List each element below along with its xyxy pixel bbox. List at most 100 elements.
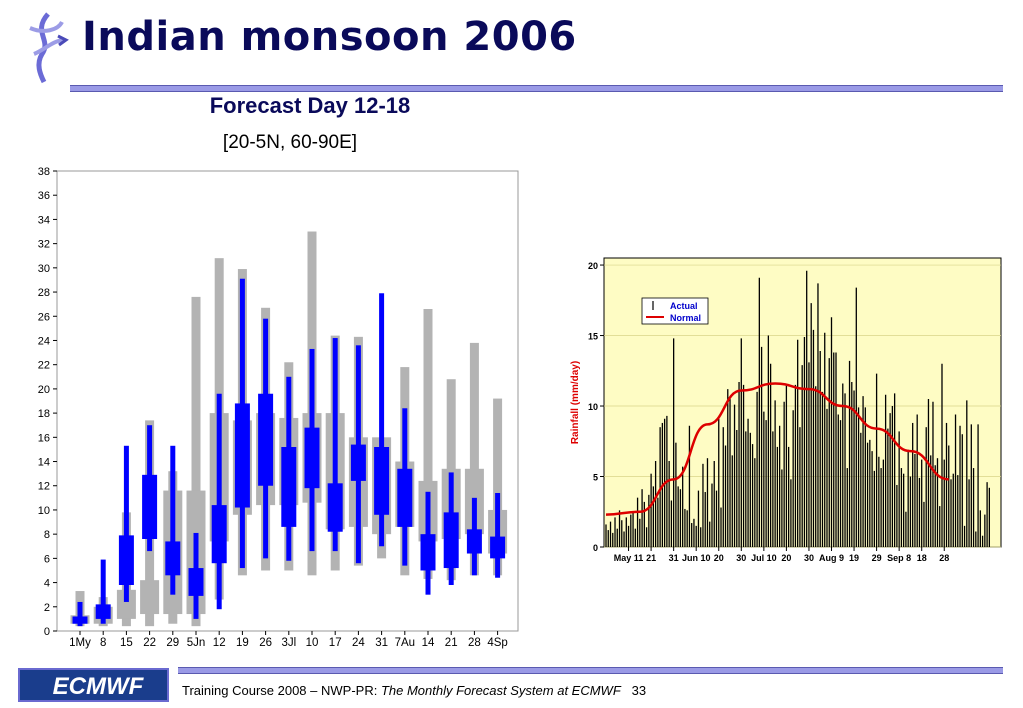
chart-subtitle: [20-5N, 60-90E] xyxy=(222,132,358,153)
y-tick-label: 16 xyxy=(38,432,50,444)
x-tick-label: Jul 10 xyxy=(751,553,777,563)
forecast-box xyxy=(188,568,204,596)
x-tick-label: 24 xyxy=(352,637,365,649)
y-tick-label: 28 xyxy=(38,287,50,299)
forecast-whisker xyxy=(100,559,106,624)
y-tick-label: 38 xyxy=(38,166,50,178)
x-tick-label: 22 xyxy=(143,637,156,649)
climate-whisker xyxy=(423,309,433,579)
x-tick-label: 8 xyxy=(100,637,106,649)
x-tick-label: 15 xyxy=(120,637,133,649)
x-tick-label: 20 xyxy=(714,553,724,563)
legend-normal-label: Normal xyxy=(670,313,701,323)
forecast-box xyxy=(466,529,482,554)
forecast-box xyxy=(397,468,413,527)
forecast-box xyxy=(420,534,436,571)
y-tick-label: 6 xyxy=(44,553,50,565)
y-tick-label: 5 xyxy=(593,473,598,483)
y-tick-label: 15 xyxy=(588,332,598,342)
chart-title: Forecast Day 12-18 xyxy=(209,93,411,118)
x-tick-label: 5Jn xyxy=(187,637,206,649)
forecast-box xyxy=(142,474,158,539)
forecast-box xyxy=(490,536,506,559)
y-tick-label: 4 xyxy=(44,578,50,590)
forecast-box xyxy=(304,427,320,489)
x-tick-label: 1My xyxy=(69,637,91,649)
x-tick-label: 30 xyxy=(804,553,814,563)
forecast-box xyxy=(374,447,390,515)
forecast-box xyxy=(350,444,366,481)
forecast-box xyxy=(165,541,181,576)
forecast-box xyxy=(95,604,111,619)
ecmwf-logo-text: ECMWF xyxy=(53,673,145,700)
y-tick-label: 10 xyxy=(38,505,50,517)
forecast-box xyxy=(443,512,459,569)
x-tick-label: 31 xyxy=(669,553,679,563)
y-tick-label: 34 xyxy=(38,214,50,226)
forecast-box xyxy=(118,535,134,585)
y-tick-label: 36 xyxy=(38,190,50,202)
y-tick-label: 20 xyxy=(38,384,50,396)
climate-box xyxy=(140,580,160,615)
y-tick-label: 14 xyxy=(38,457,50,469)
forecast-whisker xyxy=(170,445,176,595)
y-tick-label: 12 xyxy=(38,481,50,493)
x-tick-label: 21 xyxy=(445,637,458,649)
legend-actual-label: Actual xyxy=(670,301,698,311)
title-divider xyxy=(70,85,1003,92)
climate-whisker xyxy=(469,342,479,576)
y-tick-label: 24 xyxy=(38,335,50,347)
x-tick-label: 14 xyxy=(422,637,435,649)
forecast-whisker xyxy=(77,601,83,627)
x-tick-label: 26 xyxy=(259,637,272,649)
x-tick-label: Aug 9 xyxy=(819,553,844,563)
x-tick-label: 28 xyxy=(468,637,481,649)
x-tick-label: 12 xyxy=(213,637,226,649)
climate-box xyxy=(116,589,136,619)
y-tick-label: 0 xyxy=(593,543,598,553)
y-tick-label: 22 xyxy=(38,360,50,372)
forecast-whisker xyxy=(495,493,501,578)
forecast-box xyxy=(258,393,274,486)
x-tick-label: 4Sp xyxy=(487,637,507,649)
y-tick-label: 32 xyxy=(38,239,50,251)
y-tick-label: 8 xyxy=(44,529,50,541)
forecast-box xyxy=(234,403,250,508)
ecmwf-logo: ECMWF xyxy=(18,668,169,702)
y-tick-label: 2 xyxy=(44,602,50,614)
forecast-box xyxy=(327,483,343,532)
x-tick-label: 31 xyxy=(375,637,388,649)
x-tick-label: May 11 xyxy=(614,553,644,563)
footer-divider xyxy=(178,667,1003,674)
forecast-box xyxy=(281,447,297,527)
y-tick-label: 26 xyxy=(38,311,50,323)
logo-swirl-icon xyxy=(29,12,69,84)
normal-line xyxy=(605,382,949,516)
forecast-box xyxy=(211,505,227,564)
x-tick-label: 10 xyxy=(306,637,319,649)
forecast-box xyxy=(72,616,88,624)
climate-whisker xyxy=(493,398,503,576)
y-tick-label: 30 xyxy=(38,263,50,275)
footer-text: Training Course 2008 – NWP-PR: The Month… xyxy=(182,683,646,698)
forecast-whisker xyxy=(332,338,338,552)
x-tick-label: 21 xyxy=(646,553,656,563)
x-tick-label: 17 xyxy=(329,637,342,649)
footer-course: Training Course 2008 – NWP-PR: xyxy=(182,683,381,698)
x-tick-label: 28 xyxy=(939,553,949,563)
forecast-whisker xyxy=(123,445,129,602)
x-tick-label: 19 xyxy=(236,637,249,649)
x-tick-label: 3Jl xyxy=(281,637,296,649)
x-tick-label: Jun 10 xyxy=(682,553,711,563)
x-tick-label: 19 xyxy=(849,553,859,563)
x-tick-label: 7Au xyxy=(395,637,415,649)
x-tick-label: 18 xyxy=(917,553,927,563)
y-tick-label: 0 xyxy=(44,626,50,638)
y-tick-label: 10 xyxy=(588,402,598,412)
y-tick-label: 20 xyxy=(588,261,598,271)
page-number: 33 xyxy=(631,683,647,698)
forecast-whisker xyxy=(216,393,222,610)
slide-title: Indian monsoon 2006 xyxy=(82,14,577,60)
